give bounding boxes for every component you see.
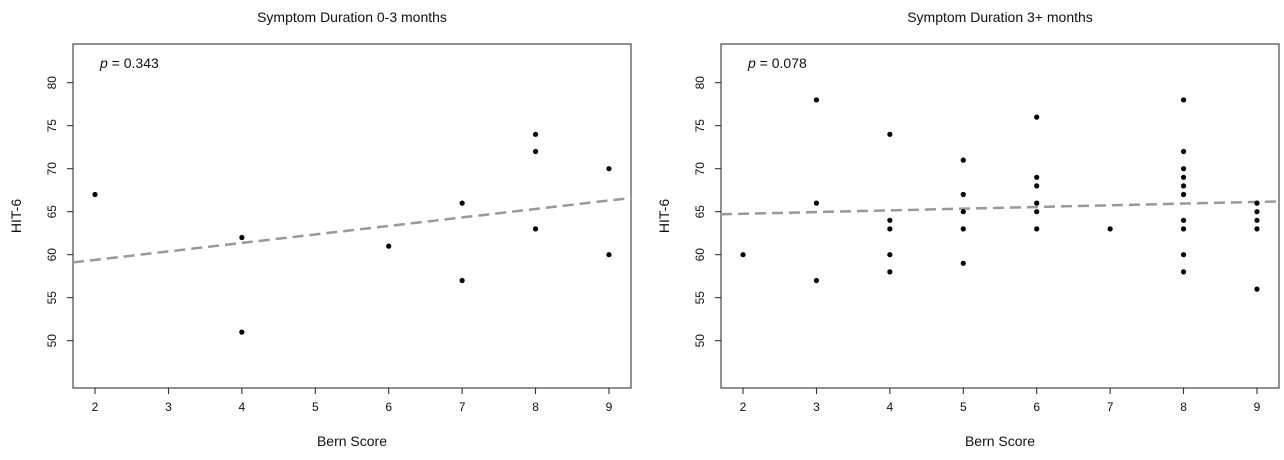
data-point — [239, 329, 245, 335]
y-tick-label: 75 — [693, 119, 707, 133]
y-tick-label: 80 — [45, 76, 59, 90]
x-tick-label: 4 — [887, 400, 894, 414]
p-value-symbol: p — [747, 55, 756, 71]
data-point — [960, 191, 966, 198]
p-value-annotation: p = 0.343 — [99, 55, 159, 71]
x-tick-label: 5 — [312, 400, 319, 414]
data-point — [1180, 97, 1187, 103]
data-point — [1180, 252, 1187, 258]
data-point — [813, 200, 820, 206]
x-axis-label: Bern Score — [317, 433, 387, 449]
x-tick-label: 2 — [740, 400, 747, 414]
x-tick-label: 3 — [813, 400, 820, 414]
x-tick-label: 9 — [606, 400, 613, 414]
regression-line — [72, 196, 632, 264]
data-point — [1107, 226, 1113, 232]
plot-frame — [720, 43, 1280, 389]
x-tick-label: 6 — [385, 400, 392, 414]
y-axis-label: HIT-6 — [8, 199, 24, 233]
data-point — [532, 148, 539, 155]
data-point — [960, 157, 966, 163]
data-point — [606, 252, 612, 258]
data-point — [459, 200, 465, 206]
data-point — [887, 226, 893, 232]
p-value-text: = 0.343 — [108, 55, 159, 71]
chart-panel-1: Symptom Duration 0-3 months 2 3 4 5 6 7 8 9 50 55 6… — [8, 9, 632, 449]
data-point — [239, 234, 245, 241]
data-point — [1254, 209, 1260, 215]
y-tick-label: 80 — [693, 76, 707, 90]
chart-title: Symptom Duration 0-3 months — [257, 9, 447, 25]
data-point — [887, 217, 893, 223]
data-point — [1254, 286, 1260, 292]
y-tick-label: 70 — [45, 162, 59, 176]
x-axis-label: Bern Score — [965, 433, 1035, 449]
y-tick-label: 70 — [693, 162, 707, 176]
data-point — [740, 252, 746, 258]
data-point — [1034, 183, 1040, 189]
y-axis-label: HIT-6 — [656, 199, 672, 233]
data-point — [1180, 166, 1187, 172]
data-point — [1034, 174, 1040, 180]
data-point — [813, 97, 820, 103]
x-tick-label: 7 — [1107, 400, 1114, 414]
data-point — [386, 243, 392, 249]
p-value-annotation: p = 0.078 — [747, 55, 807, 71]
y-tick-label: 65 — [693, 205, 707, 219]
data-point — [813, 277, 820, 284]
data-point — [1034, 200, 1040, 206]
data-point — [1180, 183, 1187, 189]
y-tick-label: 75 — [45, 119, 59, 133]
p-value-symbol: p — [99, 55, 108, 71]
y-tick-label: 65 — [45, 205, 59, 219]
data-point — [1254, 217, 1260, 223]
plot-frame — [72, 43, 632, 389]
x-tick-label: 8 — [1180, 400, 1187, 414]
data-point — [1254, 226, 1260, 232]
data-point — [887, 269, 893, 275]
data-point — [960, 209, 966, 215]
data-point — [606, 166, 612, 172]
data-point — [1180, 148, 1187, 155]
y-tick-label: 60 — [693, 248, 707, 262]
chart-panel-2: Symptom Duration 3+ months 2 3 4 5 6 7 8 9 50 55 60… — [656, 9, 1280, 449]
data-point — [1180, 226, 1187, 232]
data-point — [1180, 174, 1187, 180]
x-tick-label: 2 — [92, 400, 99, 414]
data-point — [1034, 226, 1040, 232]
x-tick-label: 7 — [459, 400, 466, 414]
data-point — [459, 277, 465, 284]
data-point — [532, 226, 539, 232]
regression-line — [720, 200, 1280, 216]
data-point — [92, 191, 98, 198]
x-tick-label: 8 — [532, 400, 539, 414]
x-tick-label: 4 — [239, 400, 246, 414]
data-point — [1034, 209, 1040, 215]
y-tick-label: 55 — [45, 291, 59, 305]
x-tick-label: 9 — [1254, 400, 1261, 414]
data-point — [1180, 191, 1187, 198]
data-point — [1180, 269, 1187, 275]
x-tick-label: 3 — [165, 400, 172, 414]
x-tick-label: 5 — [960, 400, 967, 414]
data-point — [1034, 114, 1040, 120]
data-point — [532, 131, 539, 137]
data-point — [960, 260, 966, 266]
data-point — [960, 226, 966, 232]
data-point — [1254, 200, 1260, 206]
y-tick-label: 50 — [45, 334, 59, 348]
chart-title: Symptom Duration 3+ months — [907, 9, 1093, 25]
data-point — [1180, 217, 1187, 223]
y-tick-label: 60 — [45, 248, 59, 262]
x-tick-label: 6 — [1033, 400, 1040, 414]
data-point — [887, 131, 893, 137]
y-tick-label: 55 — [693, 291, 707, 305]
p-value-text: = 0.078 — [756, 55, 807, 71]
y-tick-label: 50 — [693, 334, 707, 348]
data-point — [887, 252, 893, 258]
